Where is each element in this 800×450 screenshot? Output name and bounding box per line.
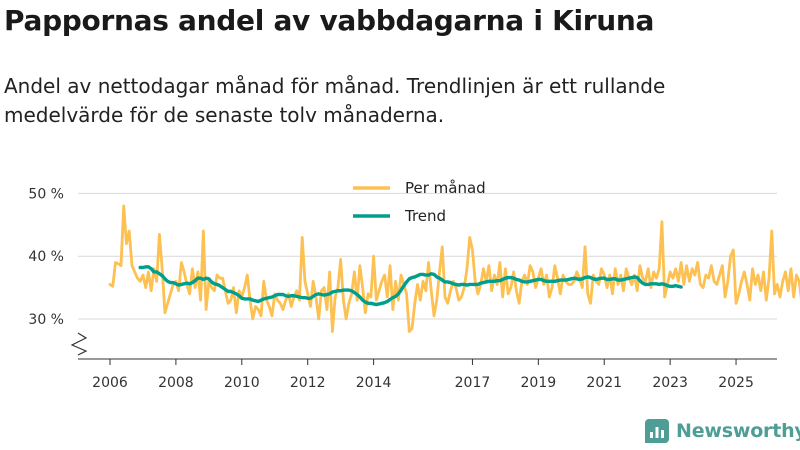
series-line-trend — [138, 265, 683, 307]
legend-label: Per månad — [405, 179, 486, 197]
y-tick-label: 30 % — [28, 312, 64, 328]
x-tick-label: 2017 — [455, 375, 491, 391]
x-tick-label: 2019 — [521, 375, 557, 391]
x-tick-label: 2014 — [356, 375, 392, 391]
series-line-per-manad — [108, 204, 800, 333]
y-tick-label: 40 % — [28, 249, 64, 265]
y-tick-label: 50 % — [28, 186, 64, 202]
x-tick-label: 2021 — [586, 375, 622, 391]
chart-subtitle: Andel av nettodagar månad för månad. Tre… — [4, 74, 666, 127]
x-tick-label: 2008 — [158, 375, 194, 391]
x-tick-label: 2006 — [92, 375, 128, 391]
newsworthy-logo: Newsworthy — [645, 419, 800, 443]
x-tick-label: 2012 — [290, 375, 326, 391]
x-tick-label: 2023 — [652, 375, 688, 391]
axis-break-icon — [70, 332, 88, 356]
legend-label: Trend — [404, 207, 446, 225]
x-tick-label: 2025 — [718, 375, 754, 391]
chart-title: Pappornas andel av vabbdagarna i Kiruna — [4, 4, 655, 37]
brand-name: Newsworthy — [676, 420, 800, 442]
x-tick-label: 2010 — [224, 375, 260, 391]
bar-chart-icon — [645, 419, 669, 443]
